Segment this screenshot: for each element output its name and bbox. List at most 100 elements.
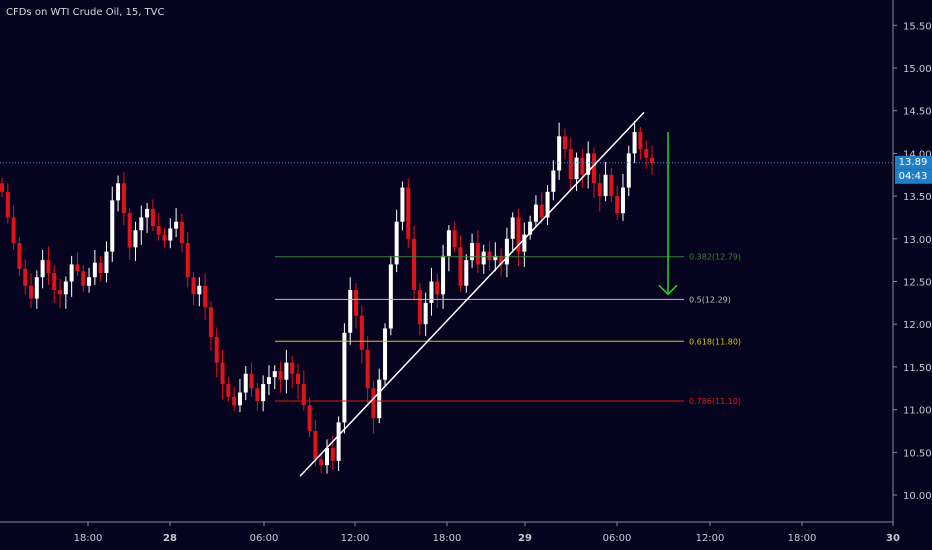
countdown-badge-bg xyxy=(895,169,932,184)
candle-down xyxy=(307,405,312,431)
candle-down xyxy=(98,262,103,273)
candle-down xyxy=(23,268,28,286)
candle-down xyxy=(354,290,359,316)
trendline xyxy=(299,111,645,477)
y-tick-label: 13.50 xyxy=(903,192,932,203)
candle-down xyxy=(487,251,492,261)
candle-down xyxy=(17,243,22,269)
candle-down xyxy=(81,271,86,286)
candle-down xyxy=(226,383,231,397)
y-tick-label: 10.50 xyxy=(903,448,932,459)
candle-up xyxy=(481,251,486,265)
candle-up xyxy=(603,174,608,197)
candle-down xyxy=(46,260,51,273)
candle-up xyxy=(168,228,173,241)
x-tick-label: 12:00 xyxy=(341,533,370,544)
candle-up xyxy=(510,217,515,239)
candle-down xyxy=(58,290,63,295)
candle-up xyxy=(69,264,74,282)
candle-down xyxy=(301,383,306,406)
candle-down xyxy=(615,196,620,214)
candle-down xyxy=(371,388,376,419)
candle-up xyxy=(545,191,550,218)
candle-up xyxy=(133,230,138,248)
y-tick-label: 14.00 xyxy=(903,149,932,160)
candle-up xyxy=(40,260,45,278)
x-tick-label: 18:00 xyxy=(74,533,103,544)
candle-up xyxy=(116,183,121,201)
candle-up xyxy=(493,255,498,261)
candle-up xyxy=(429,281,434,303)
fib-level-label: 0.382(12.79) xyxy=(689,253,741,262)
candle-up xyxy=(574,157,579,180)
x-tick-label: 18:00 xyxy=(788,533,817,544)
candle-down xyxy=(156,225,161,235)
candle-down xyxy=(249,373,254,389)
candle-down xyxy=(29,285,34,299)
candle-down xyxy=(330,448,335,461)
candle-down xyxy=(458,247,463,286)
candle-up xyxy=(110,200,115,252)
candle-up xyxy=(626,153,631,188)
candle-up xyxy=(423,302,428,325)
y-tick-label: 11.00 xyxy=(903,406,932,417)
fib-level-label: 0.618(11.80) xyxy=(689,337,741,346)
fib-level-label: 0.5(12.29) xyxy=(689,295,731,304)
candle-up xyxy=(342,332,347,423)
candle-up xyxy=(388,264,393,329)
candle-up xyxy=(104,251,109,273)
candle-down xyxy=(499,255,504,265)
candle-down xyxy=(121,183,126,214)
candle-down xyxy=(11,217,16,244)
candle-up xyxy=(266,377,271,384)
y-tick-label: 15.50 xyxy=(903,21,932,32)
candle-down xyxy=(214,337,219,363)
candle-down xyxy=(638,132,643,150)
candle-up xyxy=(464,260,469,286)
candle-down xyxy=(150,208,155,226)
current-price-badge-bg xyxy=(895,155,932,170)
candle-up xyxy=(336,422,341,461)
candle-up xyxy=(237,392,242,406)
candle-down xyxy=(650,157,654,163)
candle-up xyxy=(551,170,556,192)
candle-up xyxy=(87,277,92,286)
x-tick-label: 28 xyxy=(163,533,177,544)
candle-down xyxy=(644,149,649,158)
candle-up xyxy=(145,208,150,218)
candle-down xyxy=(232,396,237,406)
candle-up xyxy=(63,281,68,295)
candle-up xyxy=(284,362,289,380)
x-tick-label: 06:00 xyxy=(603,533,632,544)
candle-up xyxy=(586,153,591,175)
candle-up xyxy=(383,328,388,380)
candle-up xyxy=(197,285,202,295)
candle-down xyxy=(591,153,596,184)
candle-down xyxy=(185,243,190,278)
candle-down xyxy=(203,285,208,308)
candle-down xyxy=(75,264,80,272)
candle-down xyxy=(5,191,10,218)
candle-up xyxy=(632,132,637,154)
candle-up xyxy=(348,290,353,333)
candle-down xyxy=(290,362,295,374)
candle-down xyxy=(191,277,196,295)
candle-up xyxy=(522,234,527,252)
candle-down xyxy=(295,373,300,384)
candle-up xyxy=(533,204,538,222)
fib-level-label: 0.786(11.10) xyxy=(689,397,741,406)
x-tick-label: 30 xyxy=(886,533,900,544)
y-tick-label: 13.00 xyxy=(903,235,932,246)
candle-up xyxy=(261,383,266,402)
candle-down xyxy=(359,315,364,350)
x-tick-label: 06:00 xyxy=(250,533,279,544)
candle-down xyxy=(319,459,324,466)
candle-down xyxy=(313,430,318,460)
candle-up xyxy=(325,448,329,466)
candle-up xyxy=(394,221,399,265)
candle-down xyxy=(220,362,225,384)
current-price-badge: 13.89 xyxy=(898,156,928,168)
candle-down xyxy=(127,213,132,248)
